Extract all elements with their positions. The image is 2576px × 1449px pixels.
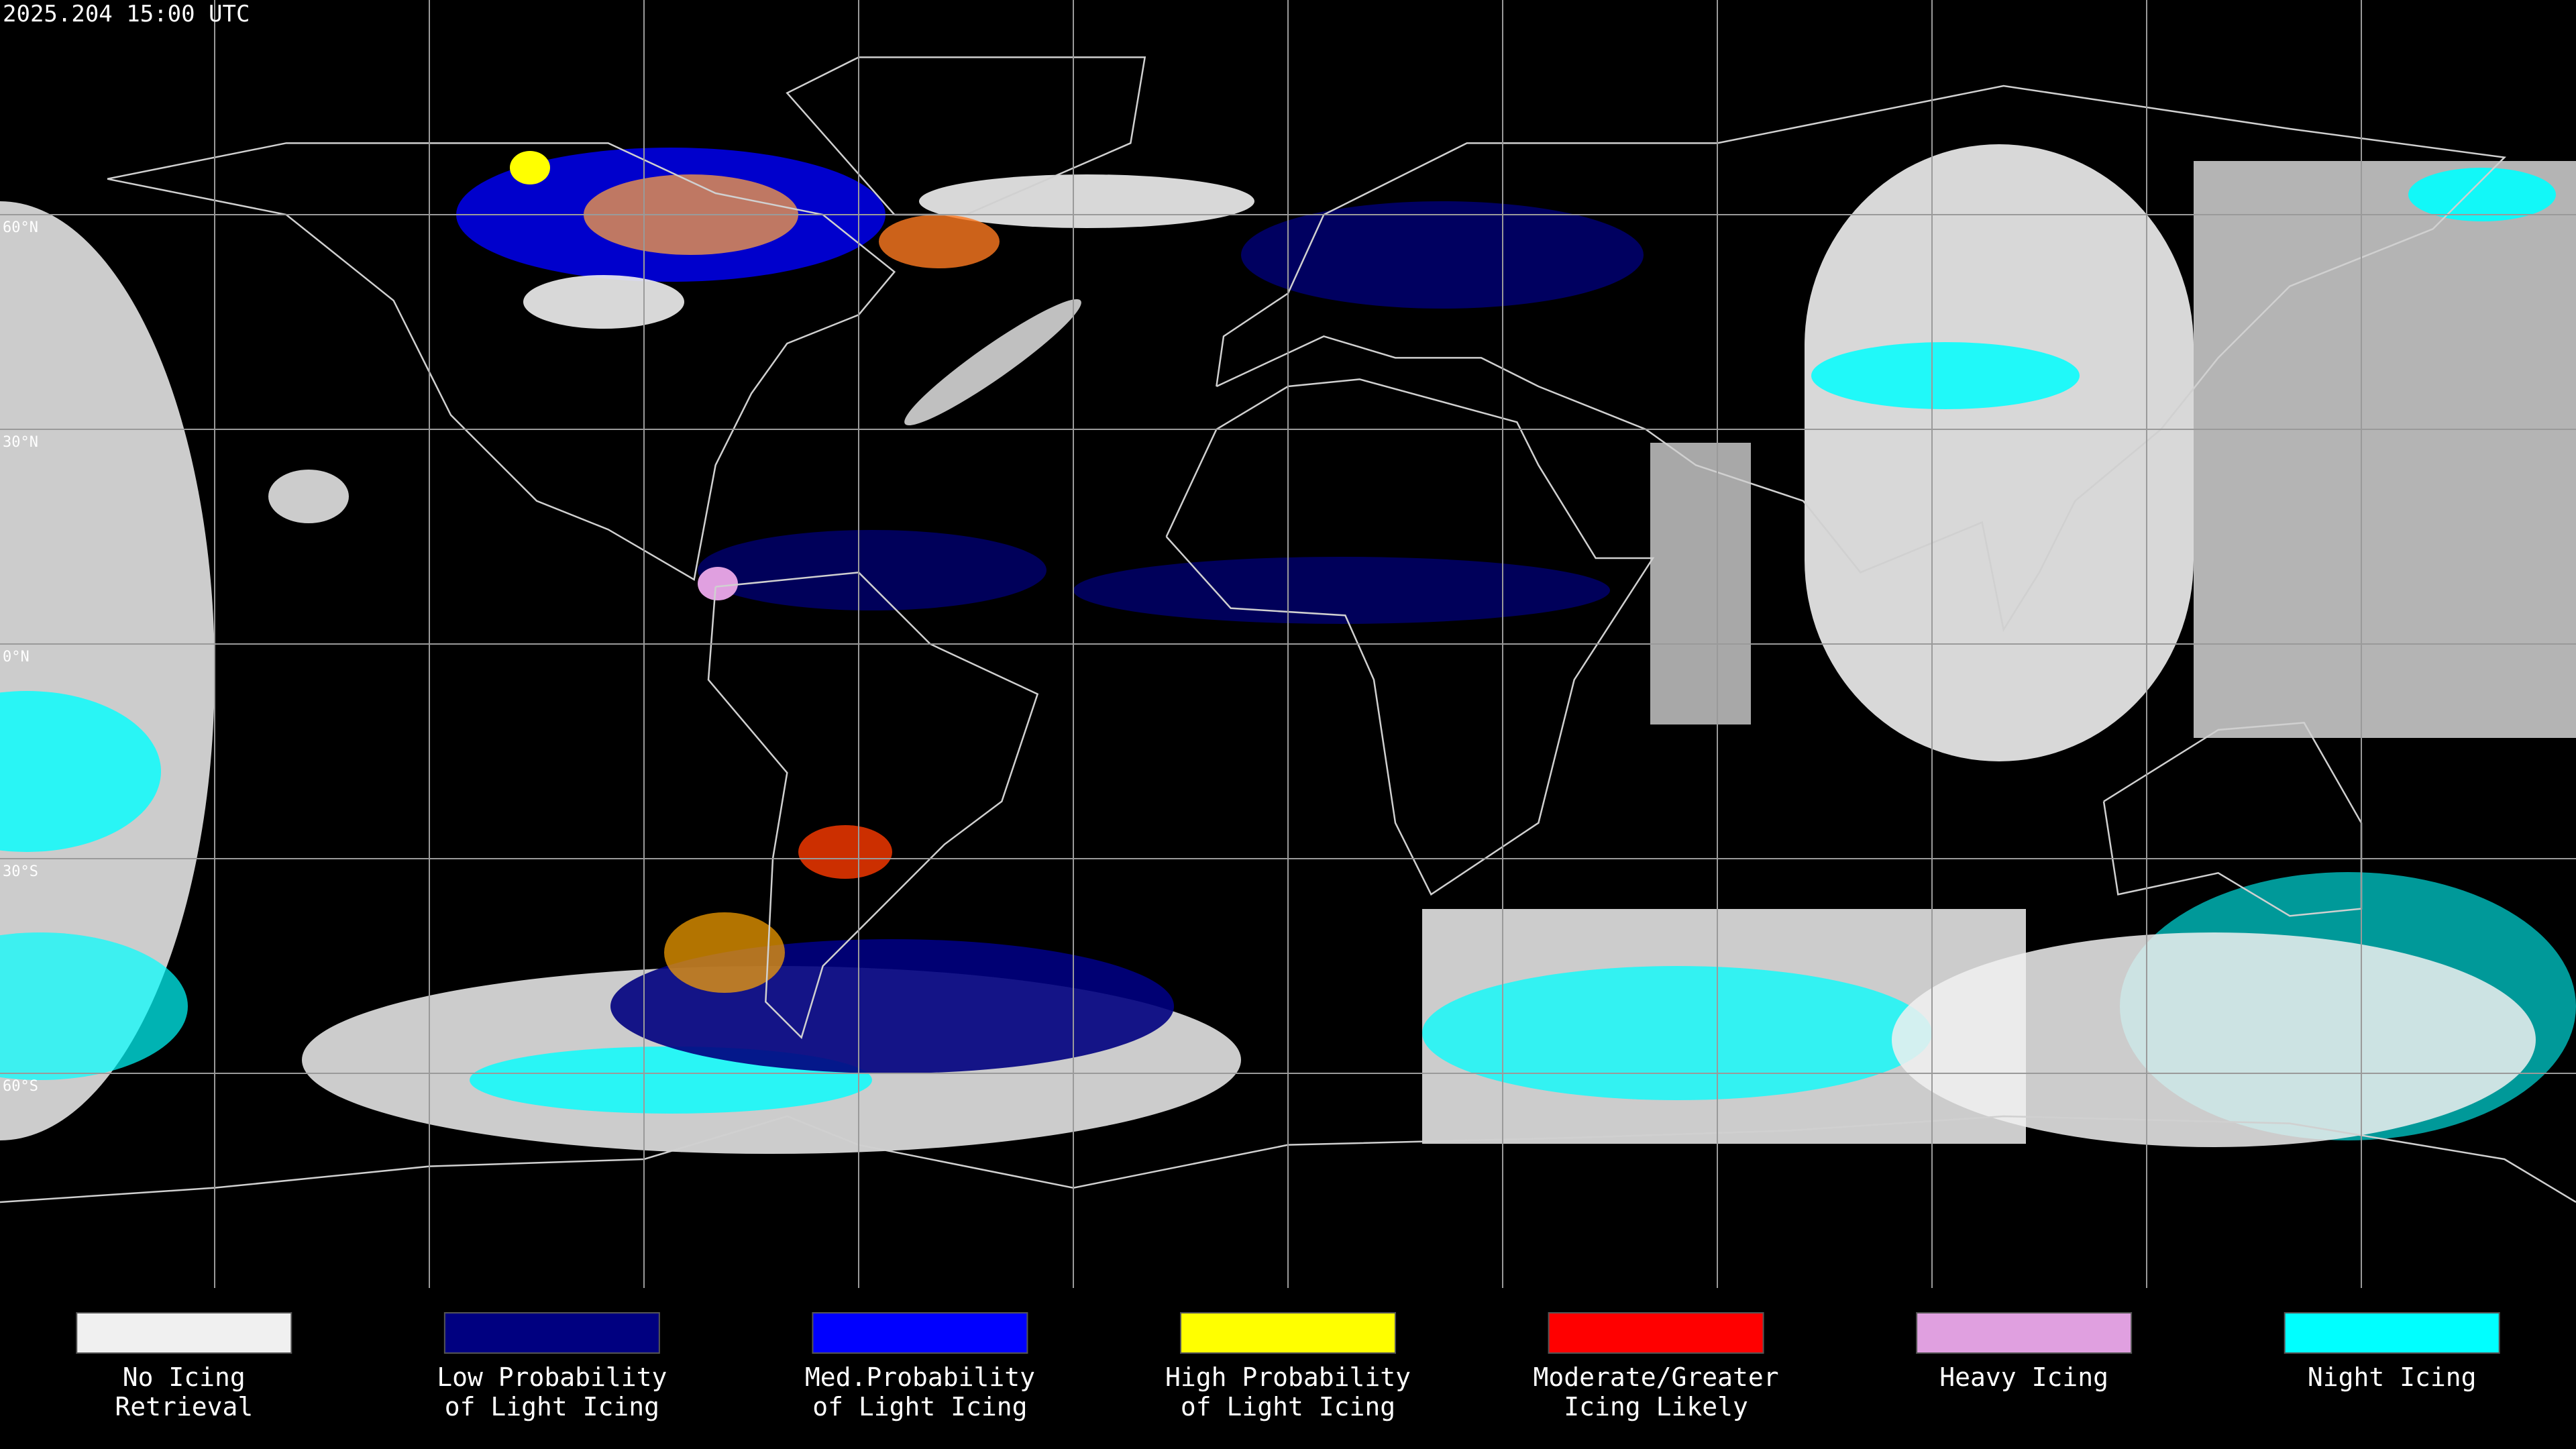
cloud-region <box>523 275 684 329</box>
legend-swatch <box>1548 1312 1764 1354</box>
legend-label: Moderate/Greater <box>1534 1362 1779 1392</box>
legend-label: High Probability <box>1165 1362 1411 1392</box>
cloud-region <box>698 567 738 600</box>
cloud-region <box>2194 161 2576 738</box>
cloud-region <box>1422 966 1932 1100</box>
legend-label: of Light Icing <box>445 1392 659 1421</box>
latitude-label: 30°N <box>3 434 38 451</box>
latitude-label: 0°N <box>3 649 30 665</box>
cloud-region <box>664 912 785 993</box>
coastline <box>707 572 1039 1040</box>
cloud-region <box>1811 342 2080 409</box>
coastline <box>107 142 896 581</box>
cloud-region <box>1892 932 2536 1147</box>
legend-swatch <box>1916 1312 2133 1354</box>
cloud-region <box>1241 201 1644 309</box>
cloud-region <box>2408 168 2556 221</box>
cloud-region <box>904 299 1081 426</box>
cloud-region <box>798 825 892 879</box>
legend-swatch <box>1180 1312 1396 1354</box>
cloud-region <box>0 691 161 852</box>
latitude-label: 30°S <box>3 863 38 880</box>
graticule <box>0 0 2576 1288</box>
latitude-labels: 60°N 30°N 0°N 30°S 60°S <box>3 219 38 1095</box>
cloud-region <box>879 215 1000 268</box>
legend-label: of Light Icing <box>1181 1392 1395 1421</box>
legend-label: No Icing <box>123 1362 246 1392</box>
timestamp: 2025.204 15:00 UTC <box>3 1 250 28</box>
cloud-region <box>1805 144 2194 761</box>
cloud-region <box>1073 557 1610 624</box>
legend-label: Icing Likely <box>1564 1392 1748 1421</box>
legend-label: Low Probability <box>437 1362 667 1392</box>
legend-swatch <box>812 1312 1028 1354</box>
coastline <box>1216 85 2507 632</box>
legend-label: Med.Probability <box>805 1362 1035 1392</box>
legend-label: Night Icing <box>2308 1362 2477 1392</box>
cloud-region <box>698 530 1046 610</box>
cloud-region <box>510 151 550 184</box>
legend-label: Retrieval <box>115 1392 253 1421</box>
cloud-region <box>0 932 188 1080</box>
legend-swatch <box>76 1312 292 1354</box>
latitude-label: 60°N <box>3 219 38 236</box>
cloud-region <box>1650 443 1751 724</box>
coastline <box>1165 378 1655 896</box>
cloud-region <box>268 470 349 523</box>
legend-swatch <box>443 1312 660 1354</box>
latitude-label: 60°S <box>3 1078 38 1095</box>
coastline <box>0 1115 2576 1203</box>
cloud-region <box>0 201 215 1140</box>
legend-swatch <box>2284 1312 2500 1354</box>
legend-label: Heavy Icing <box>1939 1362 2108 1392</box>
legend-label: of Light Icing <box>812 1392 1027 1421</box>
